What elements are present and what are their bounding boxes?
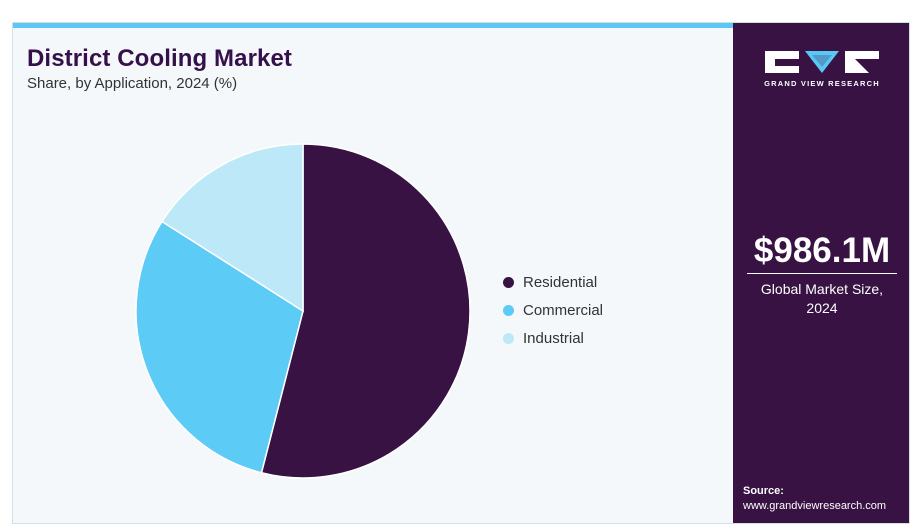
- chart-subtitle: Share, by Application, 2024 (%): [27, 75, 238, 92]
- divider: [747, 273, 897, 274]
- infographic-card: District Cooling Market Share, by Applic…: [12, 22, 910, 524]
- market-size-caption: Global Market Size, 2024: [760, 281, 884, 316]
- chart-legend: Residential Commercial Industrial: [503, 268, 603, 352]
- market-size-value: $986.1M: [753, 231, 891, 270]
- pie-chart: [135, 143, 471, 479]
- gvr-logo-icon: [765, 51, 879, 73]
- legend-item-commercial: Commercial: [503, 296, 603, 324]
- legend-swatch: [503, 276, 514, 288]
- legend-label: Residential: [523, 273, 598, 291]
- legend-label: Industrial: [523, 329, 584, 347]
- gvr-logo: GRAND VIEW RESEARCH: [759, 47, 885, 88]
- legend-label: Commercial: [523, 301, 604, 319]
- summary-sidebar: GRAND VIEW RESEARCH $986.1M Global Marke…: [733, 23, 909, 523]
- legend-swatch: [503, 304, 514, 316]
- pie-slice-industrial: [160, 143, 304, 313]
- legend-item-industrial: Industrial: [503, 324, 603, 352]
- accent-bar: [13, 23, 733, 28]
- pie-slice-commercial: [135, 220, 304, 474]
- chart-title: District Cooling Market: [27, 45, 292, 72]
- source-url: www.grandviewresearch.com: [743, 500, 887, 512]
- legend-swatch: [503, 332, 514, 344]
- brand-name: GRAND VIEW RESEARCH: [764, 79, 880, 88]
- legend-item-residential: Residential: [503, 268, 603, 296]
- pie-slice-residential: [260, 143, 471, 479]
- source-label: Source:: [743, 485, 784, 497]
- chart-panel: District Cooling Market Share, by Applic…: [13, 23, 733, 523]
